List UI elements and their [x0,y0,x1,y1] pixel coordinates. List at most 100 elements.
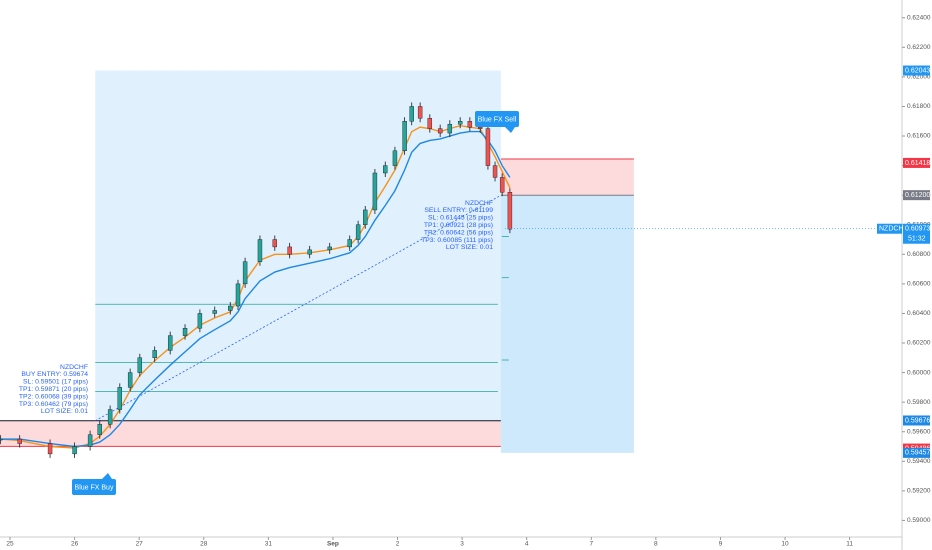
y-tick-label: 0.59000 [907,517,931,524]
candle [499,177,505,193]
last-price-badge [903,223,930,244]
symbol-badge [877,223,902,234]
candle [507,192,513,230]
candle [117,387,123,410]
y-tick-label: 0.61600 [907,133,931,140]
position-note: TP2: 0.60642 (56 pips) [424,229,493,236]
candle [127,372,133,388]
signal-pointer [102,473,112,479]
position-note: LOT SIZE: 0.01 [446,244,493,251]
x-tick-label: 25 [6,541,14,548]
position-note: TP2: 0.60068 (39 pips) [19,393,88,400]
price-badge [903,447,930,458]
candle [363,209,368,225]
candle [235,283,241,307]
price-badge [903,190,930,201]
candle [257,239,263,262]
candle [492,165,498,178]
candle [287,246,292,255]
candle [327,246,332,251]
candle [457,121,463,125]
signal-label: Blue FX Sell [478,116,517,123]
candle [402,121,407,152]
candle [137,357,143,373]
candle [242,261,248,285]
y-tick-label: 0.59400 [907,458,931,465]
candle [97,424,102,435]
y-tick-label: 0.59800 [907,399,931,406]
price-badge-label: 0.59676 [905,417,930,424]
candle [17,438,22,444]
profit-zone [95,70,501,421]
countdown-label: 51:32 [908,236,926,243]
price-badge-label: 0.61200 [905,192,930,199]
candle [437,128,443,134]
signal-flag [475,111,519,127]
candle [107,409,113,425]
x-tick-label: 9 [719,541,723,548]
candle [372,172,378,211]
y-tick-label: 0.60800 [907,251,931,258]
price-badge-label: 0.62043 [905,67,930,74]
y-tick-label: 0.61800 [907,103,931,110]
loss-zone [0,420,501,447]
candle [467,121,473,128]
candle [447,123,453,134]
candle [167,335,173,351]
position-note: SELL ENTRY: 0.61199 [424,207,493,214]
y-tick-label: 0.62200 [907,44,931,51]
ema_slow [0,130,511,448]
candle [152,350,157,358]
candle [485,128,491,166]
price-badge-label: 0.61418 [905,160,930,167]
candle [197,313,203,329]
x-tick-label: 11 [846,541,853,548]
candle [409,106,414,122]
trend-line [95,194,502,422]
price-badge [903,157,930,168]
signal-label: Blue FX Buy [75,484,114,491]
y-tick-label: 0.59600 [907,428,931,435]
x-tick-label: 31 [265,541,273,548]
position-note: BUY ENTRY: 0.59674 [21,371,88,378]
signal-pointer [505,127,515,133]
x-tick-label: 3 [460,541,464,548]
candle [392,150,398,166]
x-tick-label: 7 [589,541,593,548]
candle [347,239,352,248]
position-note: TP1: 0.59871 (20 pips) [19,386,88,393]
x-tick-label: 8 [654,541,658,548]
signal-flag [72,479,116,495]
x-tick-label: 28 [200,541,208,548]
position-note: TP3: 0.60085 (111 pips) [421,237,493,244]
axis: 0.62400 0.62200 0.62000 0.61800 0.61600 0.614… [6,14,930,547]
position-note: NZDCHF [60,364,88,371]
candle [477,126,483,129]
candle [427,118,433,129]
price-badge [903,65,930,76]
candle [72,446,77,455]
symbol-badge-label: NZDCHF [879,226,908,233]
candle [417,106,423,119]
x-tick-label: 2 [396,541,400,548]
price-badge [903,415,930,426]
position-note: TP1: 0.60921 (28 pips) [424,222,493,229]
candle [47,443,53,455]
x-tick-label: 4 [525,541,529,548]
y-tick-label: 0.60000 [907,369,931,376]
loss-zone [500,158,634,196]
profit-zone [500,195,634,453]
y-tick-label: 0.60400 [907,310,931,317]
price-badge-label: 0.59457 [905,450,930,457]
zones [0,70,634,453]
position-note: TP3: 0.60462 (79 pips) [19,401,88,408]
x-tick-label: 26 [71,541,79,548]
y-tick-label: 0.59200 [907,488,931,495]
x-tick-label: Sep [327,541,339,548]
candle [383,165,388,174]
x-tick-label: 27 [136,541,144,548]
y-tick-label: 0.62000 [907,74,931,81]
candle [87,434,93,447]
